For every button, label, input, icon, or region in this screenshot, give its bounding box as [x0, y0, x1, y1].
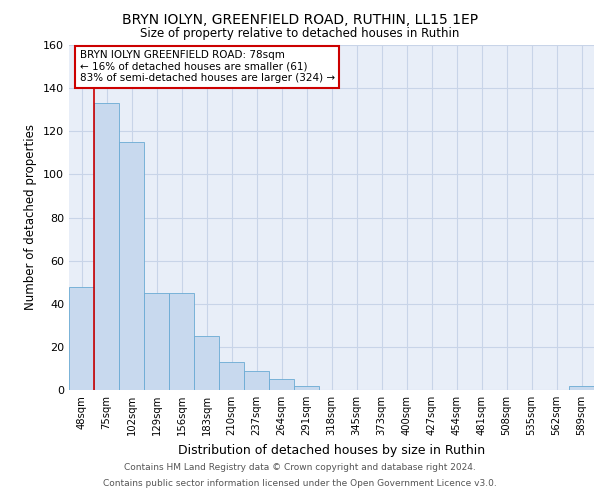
Text: BRYN IOLYN, GREENFIELD ROAD, RUTHIN, LL15 1EP: BRYN IOLYN, GREENFIELD ROAD, RUTHIN, LL1… [122, 12, 478, 26]
Text: Contains HM Land Registry data © Crown copyright and database right 2024.: Contains HM Land Registry data © Crown c… [124, 464, 476, 472]
Bar [569, 386, 594, 390]
Bar [244, 370, 269, 390]
Bar [219, 362, 244, 390]
Bar [144, 293, 169, 390]
Bar [119, 142, 144, 390]
Bar [294, 386, 319, 390]
Bar [269, 379, 294, 390]
Text: Size of property relative to detached houses in Ruthin: Size of property relative to detached ho… [140, 28, 460, 40]
Y-axis label: Number of detached properties: Number of detached properties [25, 124, 37, 310]
Bar [169, 293, 194, 390]
Bar [94, 103, 119, 390]
X-axis label: Distribution of detached houses by size in Ruthin: Distribution of detached houses by size … [178, 444, 485, 456]
Bar [69, 286, 94, 390]
Bar [194, 336, 219, 390]
Text: BRYN IOLYN GREENFIELD ROAD: 78sqm
← 16% of detached houses are smaller (61)
83% : BRYN IOLYN GREENFIELD ROAD: 78sqm ← 16% … [79, 50, 335, 84]
Text: Contains public sector information licensed under the Open Government Licence v3: Contains public sector information licen… [103, 478, 497, 488]
